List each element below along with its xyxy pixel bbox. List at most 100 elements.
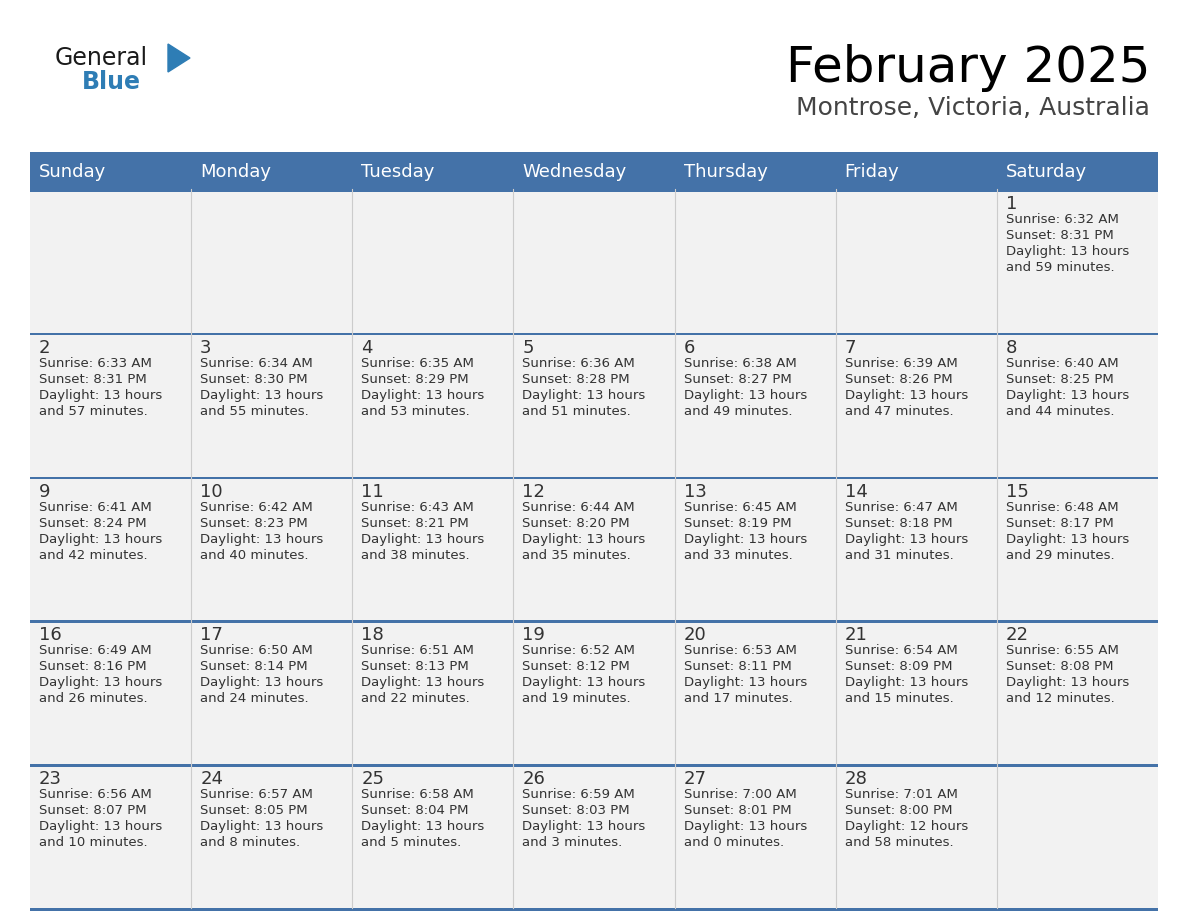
Text: Daylight: 13 hours: Daylight: 13 hours [361,389,485,402]
Bar [30,621,1158,623]
Text: Daylight: 13 hours: Daylight: 13 hours [361,677,485,689]
Text: Sunrise: 6:58 AM: Sunrise: 6:58 AM [361,789,474,801]
Text: Sunset: 8:03 PM: Sunset: 8:03 PM [523,804,630,817]
Text: and 26 minutes.: and 26 minutes. [39,692,147,705]
Text: Daylight: 13 hours: Daylight: 13 hours [1006,532,1129,545]
Text: Monday: Monday [200,163,271,181]
Text: Sunrise: 6:44 AM: Sunrise: 6:44 AM [523,500,636,513]
Text: Sunrise: 7:01 AM: Sunrise: 7:01 AM [845,789,958,801]
Text: Daylight: 13 hours: Daylight: 13 hours [683,677,807,689]
Bar [30,476,1158,621]
Text: Sunrise: 7:00 AM: Sunrise: 7:00 AM [683,789,796,801]
Text: Sunset: 8:09 PM: Sunset: 8:09 PM [845,660,953,674]
Text: Daylight: 13 hours: Daylight: 13 hours [845,389,968,402]
Text: Sunset: 8:00 PM: Sunset: 8:00 PM [845,804,953,817]
Text: and 0 minutes.: and 0 minutes. [683,836,784,849]
Text: Blue: Blue [82,70,141,94]
Text: and 59 minutes.: and 59 minutes. [1006,261,1114,274]
Text: and 3 minutes.: and 3 minutes. [523,836,623,849]
Text: 13: 13 [683,483,707,500]
Text: 6: 6 [683,339,695,357]
Bar [30,908,1158,911]
Text: Sunset: 8:05 PM: Sunset: 8:05 PM [200,804,308,817]
Text: and 38 minutes.: and 38 minutes. [361,549,470,562]
Text: 28: 28 [845,770,867,789]
Text: Sunrise: 6:34 AM: Sunrise: 6:34 AM [200,357,312,370]
Text: Daylight: 13 hours: Daylight: 13 hours [361,820,485,834]
Text: Sunrise: 6:42 AM: Sunrise: 6:42 AM [200,500,312,513]
Text: Sunset: 8:14 PM: Sunset: 8:14 PM [200,660,308,674]
Text: February 2025: February 2025 [785,44,1150,92]
Text: 15: 15 [1006,483,1029,500]
Text: 14: 14 [845,483,867,500]
Text: Sunrise: 6:57 AM: Sunrise: 6:57 AM [200,789,312,801]
Text: Daylight: 13 hours: Daylight: 13 hours [39,389,163,402]
Text: 12: 12 [523,483,545,500]
Text: 20: 20 [683,626,707,644]
Text: 3: 3 [200,339,211,357]
Text: Sunrise: 6:48 AM: Sunrise: 6:48 AM [1006,500,1118,513]
Text: Sunset: 8:20 PM: Sunset: 8:20 PM [523,517,630,530]
Text: Sunset: 8:31 PM: Sunset: 8:31 PM [39,373,147,386]
Text: 11: 11 [361,483,384,500]
Text: Daylight: 13 hours: Daylight: 13 hours [683,389,807,402]
Bar [30,476,1158,479]
Text: Daylight: 13 hours: Daylight: 13 hours [683,532,807,545]
Text: and 44 minutes.: and 44 minutes. [1006,405,1114,418]
Text: Daylight: 13 hours: Daylight: 13 hours [845,532,968,545]
Text: Daylight: 13 hours: Daylight: 13 hours [200,677,323,689]
Text: Sunrise: 6:55 AM: Sunrise: 6:55 AM [1006,644,1119,657]
Text: and 19 minutes.: and 19 minutes. [523,692,631,705]
Text: and 5 minutes.: and 5 minutes. [361,836,461,849]
Text: and 47 minutes.: and 47 minutes. [845,405,953,418]
Text: Sunrise: 6:45 AM: Sunrise: 6:45 AM [683,500,796,513]
Text: Wednesday: Wednesday [523,163,627,181]
Bar [30,333,1158,476]
Text: and 58 minutes.: and 58 minutes. [845,836,953,849]
Text: Sunrise: 6:36 AM: Sunrise: 6:36 AM [523,357,636,370]
Text: 21: 21 [845,626,867,644]
Text: Daylight: 13 hours: Daylight: 13 hours [1006,677,1129,689]
Text: Daylight: 13 hours: Daylight: 13 hours [361,532,485,545]
Bar [30,621,1158,764]
Text: and 12 minutes.: and 12 minutes. [1006,692,1114,705]
Text: Sunrise: 6:53 AM: Sunrise: 6:53 AM [683,644,796,657]
Text: Sunrise: 6:32 AM: Sunrise: 6:32 AM [1006,213,1119,226]
Text: Sunrise: 6:39 AM: Sunrise: 6:39 AM [845,357,958,370]
Text: Sunrise: 6:41 AM: Sunrise: 6:41 AM [39,500,152,513]
Text: 7: 7 [845,339,857,357]
Text: Daylight: 13 hours: Daylight: 13 hours [683,820,807,834]
Bar [30,155,1158,189]
Text: Sunset: 8:17 PM: Sunset: 8:17 PM [1006,517,1113,530]
Text: General: General [55,46,148,70]
Text: Daylight: 13 hours: Daylight: 13 hours [845,677,968,689]
Text: Sunset: 8:28 PM: Sunset: 8:28 PM [523,373,630,386]
Text: 25: 25 [361,770,384,789]
Text: 24: 24 [200,770,223,789]
Text: Daylight: 13 hours: Daylight: 13 hours [200,532,323,545]
Text: and 29 minutes.: and 29 minutes. [1006,549,1114,562]
Text: Daylight: 13 hours: Daylight: 13 hours [200,389,323,402]
Text: Sunrise: 6:59 AM: Sunrise: 6:59 AM [523,789,636,801]
Text: Sunrise: 6:56 AM: Sunrise: 6:56 AM [39,789,152,801]
Text: Sunrise: 6:50 AM: Sunrise: 6:50 AM [200,644,312,657]
Text: 23: 23 [39,770,62,789]
Text: Daylight: 12 hours: Daylight: 12 hours [845,820,968,834]
Text: Sunset: 8:21 PM: Sunset: 8:21 PM [361,517,469,530]
Bar [30,764,1158,767]
Text: and 49 minutes.: and 49 minutes. [683,405,792,418]
Text: Sunrise: 6:38 AM: Sunrise: 6:38 AM [683,357,796,370]
Text: and 40 minutes.: and 40 minutes. [200,549,309,562]
Text: 18: 18 [361,626,384,644]
Text: Tuesday: Tuesday [361,163,435,181]
Text: 26: 26 [523,770,545,789]
Text: Sunset: 8:08 PM: Sunset: 8:08 PM [1006,660,1113,674]
Text: Sunset: 8:27 PM: Sunset: 8:27 PM [683,373,791,386]
Text: Sunset: 8:01 PM: Sunset: 8:01 PM [683,804,791,817]
Text: Sunset: 8:25 PM: Sunset: 8:25 PM [1006,373,1113,386]
Text: Sunset: 8:16 PM: Sunset: 8:16 PM [39,660,146,674]
Text: Montrose, Victoria, Australia: Montrose, Victoria, Australia [796,96,1150,120]
Text: and 35 minutes.: and 35 minutes. [523,549,631,562]
Text: Sunrise: 6:43 AM: Sunrise: 6:43 AM [361,500,474,513]
Text: 27: 27 [683,770,707,789]
